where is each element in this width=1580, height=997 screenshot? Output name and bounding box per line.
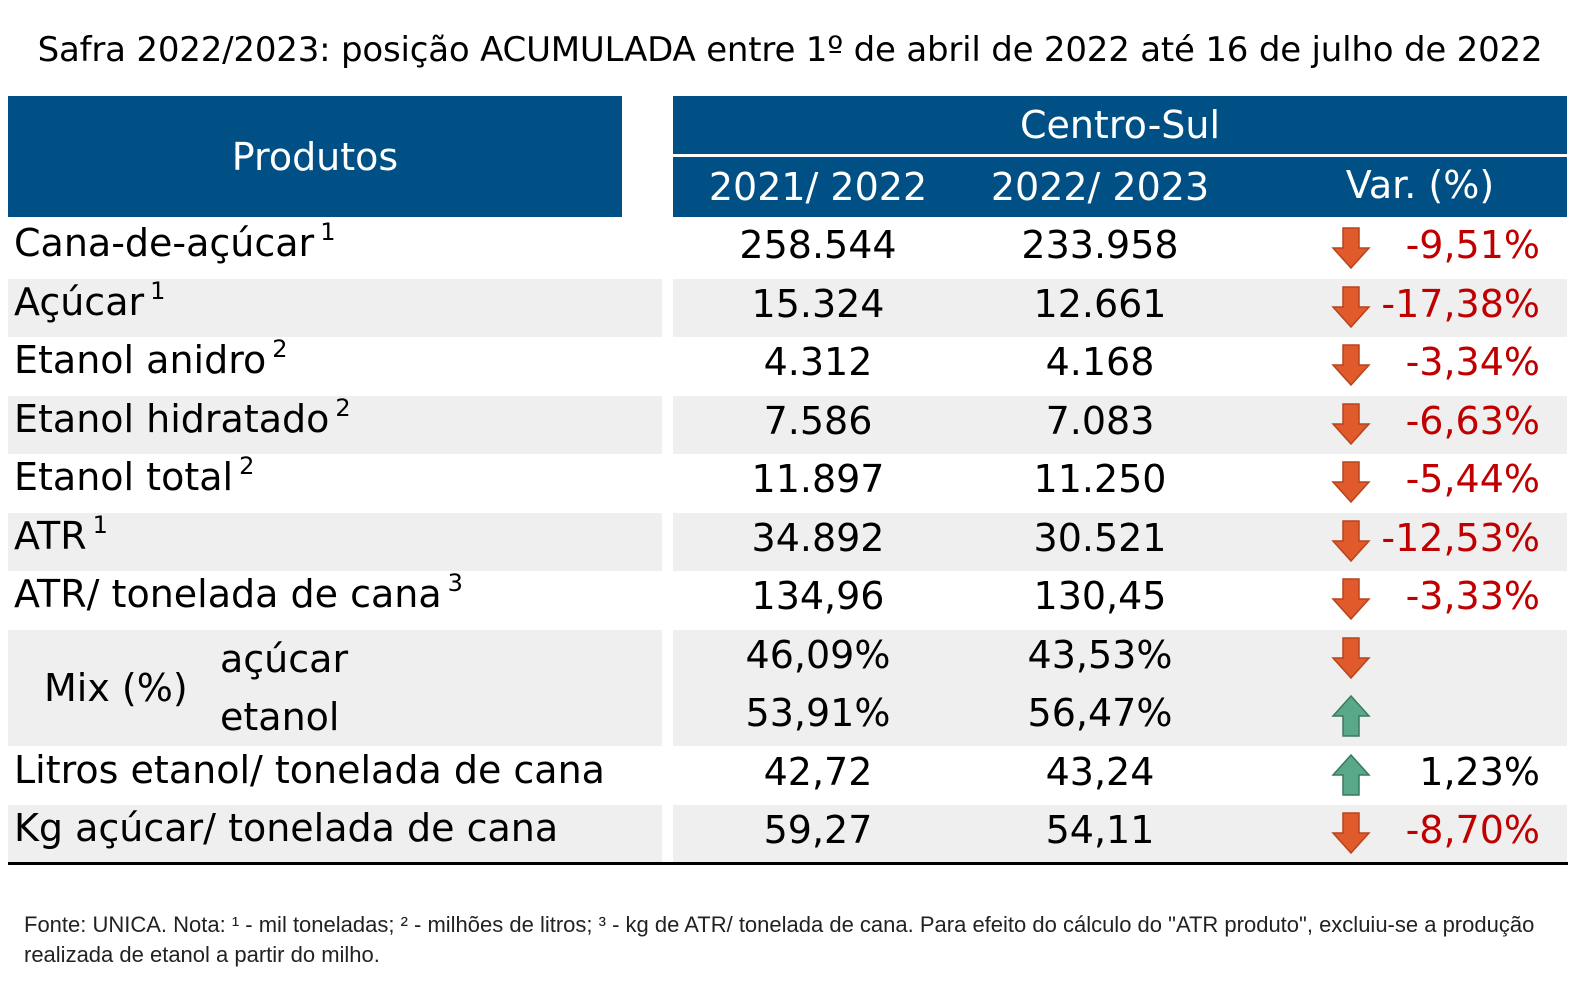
row-label-superscript: 1 [320,218,336,246]
row-label: ATR 1 [14,507,108,570]
value-2022-2023: 56,47% [1027,691,1173,735]
row-label-text: Etanol hidratado [14,396,330,441]
value-2022-2023: 11.250 [1033,457,1167,501]
row-label: Etanol total 2 [14,448,254,511]
header-products: Produtos [8,96,622,217]
arrow-up-icon [1331,753,1371,797]
table-bottom-rule [8,862,1568,865]
value-2021-2022: 134,96 [751,574,885,618]
row-band [673,395,1567,454]
value-2021-2022: 34.892 [751,515,885,560]
variation-percent: -6,63% [1405,398,1540,443]
value-2022-2023: 54,11 [1045,808,1155,852]
value-2022-2023: 43,24 [1045,749,1155,794]
row-band [8,278,662,337]
arrow-down-icon [1331,811,1371,855]
row-band [8,629,662,688]
row-label: ATR/ tonelada de cana 3 [14,565,463,628]
row-label-text: Kg açúcar/ tonelada de cana [14,806,559,850]
row-label: Cana-de-açúcar 1 [14,214,335,277]
row-band [673,688,1567,746]
row-label-superscript: 1 [150,276,166,305]
header-region: Centro-Sul [673,96,1567,154]
value-2021-2022: 42,72 [763,749,873,794]
value-2021-2022: 46,09% [745,632,891,677]
value-2022-2023: 43,53% [1027,632,1173,677]
row-label-superscript: 3 [447,569,463,597]
row-label-superscript: 1 [92,510,108,539]
row-label: Etanol anidro 2 [14,331,288,394]
variation-percent: -3,34% [1405,340,1540,384]
header-year-row [673,157,1567,217]
footnote: Fonte: UNICA. Nota: ¹ - mil toneladas; ²… [24,912,1535,967]
row-label-text: Etanol total [14,455,234,499]
header-col3: Var. (%) [1345,163,1495,207]
arrow-down-icon [1331,519,1371,563]
row-label-superscript: 2 [272,335,288,363]
row-label: Kg açúcar/ tonelada de cana [14,799,558,857]
row-label-text: Litros etanol/ tonelada de cana [14,747,605,792]
mix-group-label: Mix (%) [44,665,188,710]
variation-percent: -8,70% [1405,808,1540,852]
row-band [8,805,662,863]
row-band [8,512,662,571]
value-2021-2022: 59,27 [763,808,873,852]
arrow-down-icon [1331,226,1371,270]
value-2022-2023: 30.521 [1033,515,1167,560]
row-band [673,278,1567,337]
row-label-text: etanol [220,695,340,739]
value-2021-2022: 53,91% [745,691,891,735]
value-2021-2022: 258.544 [739,223,897,267]
arrow-down-icon [1331,577,1371,621]
row-label-text: açúcar [220,636,349,681]
header-col1: 2021/ 2022 [708,165,928,209]
header-col2: 2022/ 2023 [990,165,1210,209]
value-2022-2023: 130,45 [1033,574,1167,618]
mix-sublabel: etanol [220,688,339,746]
row-label-superscript: 2 [335,393,351,422]
row-label-text: ATR/ tonelada de cana [14,572,442,616]
variation-percent: -9,51% [1405,223,1540,267]
row-band [8,395,662,454]
arrow-down-icon [1331,460,1371,504]
arrow-down-icon [1331,285,1371,329]
arrow-down-icon [1331,343,1371,387]
value-2021-2022: 11.897 [751,457,885,501]
arrow-down-icon [1331,636,1371,680]
value-2022-2023: 233.958 [1021,223,1179,267]
row-label-superscript: 2 [239,452,255,480]
row-label-text: Etanol anidro [14,338,267,382]
header-products-label: Produtos [231,134,399,179]
page-title: Safra 2022/2023: posição ACUMULADA entre… [37,30,1543,70]
row-label-text: Cana-de-açúcar [14,221,315,265]
value-2022-2023: 7.083 [1045,398,1155,443]
row-label-text: ATR [14,513,87,558]
arrow-up-icon [1331,694,1371,738]
row-label: Litros etanol/ tonelada de cana [14,741,605,799]
arrow-down-icon [1331,402,1371,446]
row-label: Etanol hidratado 2 [14,390,351,453]
row-band [673,629,1567,688]
header-region-label: Centro-Sul [1019,103,1221,147]
row-band [673,805,1567,863]
value-2021-2022: 4.312 [763,340,873,384]
variation-percent: -12,53% [1381,515,1540,560]
value-2021-2022: 7.586 [763,398,873,443]
header-divider [673,154,1567,157]
variation-percent: -17,38% [1381,281,1540,326]
value-2022-2023: 4.168 [1045,340,1155,384]
value-2021-2022: 15.324 [751,281,885,326]
variation-percent: -5,44% [1405,457,1540,501]
row-label-text: Açúcar [14,279,145,324]
mix-sublabel: açúcar [220,630,348,688]
value-2022-2023: 12.661 [1033,281,1167,326]
row-label: Açúcar 1 [14,273,165,336]
row-band [8,688,662,746]
variation-percent: 1,23% [1419,749,1540,794]
row-band [673,512,1567,571]
variation-percent: -3,33% [1405,574,1540,618]
